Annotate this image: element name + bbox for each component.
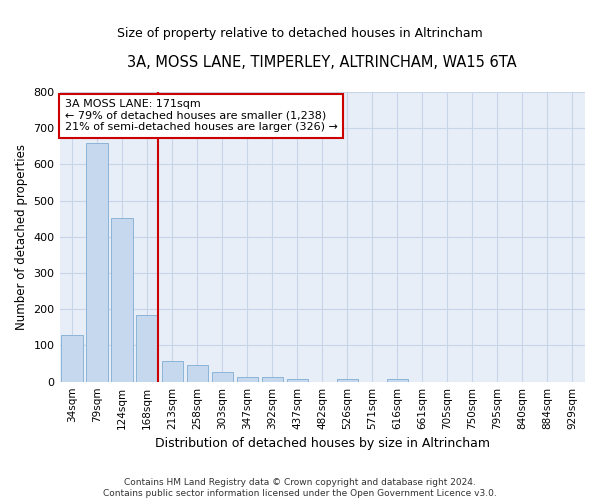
Y-axis label: Number of detached properties: Number of detached properties xyxy=(15,144,28,330)
Bar xyxy=(236,378,258,382)
Bar xyxy=(112,218,133,382)
Title: 3A, MOSS LANE, TIMPERLEY, ALTRINCHAM, WA15 6TA: 3A, MOSS LANE, TIMPERLEY, ALTRINCHAM, WA… xyxy=(127,55,517,70)
Bar xyxy=(61,334,83,382)
Bar xyxy=(212,372,233,382)
Bar xyxy=(136,316,158,382)
Bar xyxy=(262,377,283,382)
Bar xyxy=(337,379,358,382)
X-axis label: Distribution of detached houses by size in Altrincham: Distribution of detached houses by size … xyxy=(155,437,490,450)
Bar xyxy=(187,365,208,382)
Bar xyxy=(387,379,408,382)
Text: Contains HM Land Registry data © Crown copyright and database right 2024.
Contai: Contains HM Land Registry data © Crown c… xyxy=(103,478,497,498)
Bar xyxy=(86,142,108,382)
Bar xyxy=(287,379,308,382)
Text: Size of property relative to detached houses in Altrincham: Size of property relative to detached ho… xyxy=(117,28,483,40)
Bar xyxy=(161,360,183,382)
Text: 3A MOSS LANE: 171sqm
← 79% of detached houses are smaller (1,238)
21% of semi-de: 3A MOSS LANE: 171sqm ← 79% of detached h… xyxy=(65,99,338,132)
